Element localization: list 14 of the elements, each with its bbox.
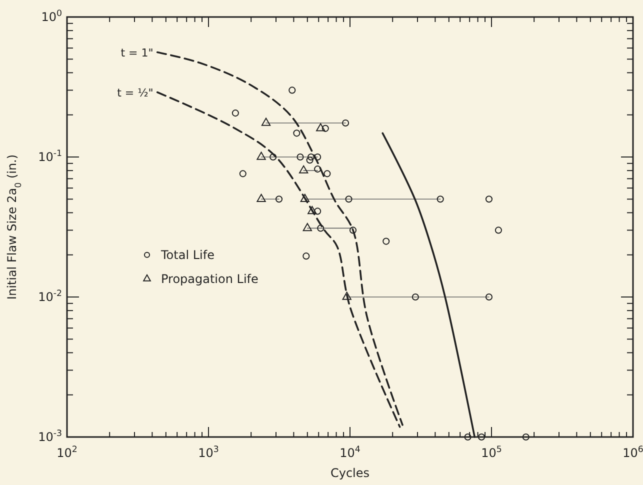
x-tick-label: 10$^{3}$ bbox=[198, 445, 219, 460]
y-tick-label: 10$^{-3}$ bbox=[38, 429, 62, 444]
x-tick-label: 10$^{4}$ bbox=[340, 445, 360, 460]
x-tick-label: 10$^{6}$ bbox=[622, 445, 643, 460]
x-tick-label: 10$^{2}$ bbox=[56, 445, 78, 460]
series-label: t = 1" bbox=[120, 46, 154, 60]
legend-label: Total Life bbox=[160, 248, 214, 262]
x-tick-label: 10$^{5}$ bbox=[481, 445, 502, 460]
legend-label: Propagation Life bbox=[161, 272, 258, 286]
y-tick-label: 10$^{-2}$ bbox=[38, 289, 62, 304]
series-label: t = ½" bbox=[117, 86, 154, 100]
y-tick-label: 10$^{0}$ bbox=[41, 9, 62, 24]
y-tick-label: 10$^{-1}$ bbox=[38, 149, 62, 164]
x-axis-title: Cycles bbox=[330, 466, 370, 480]
